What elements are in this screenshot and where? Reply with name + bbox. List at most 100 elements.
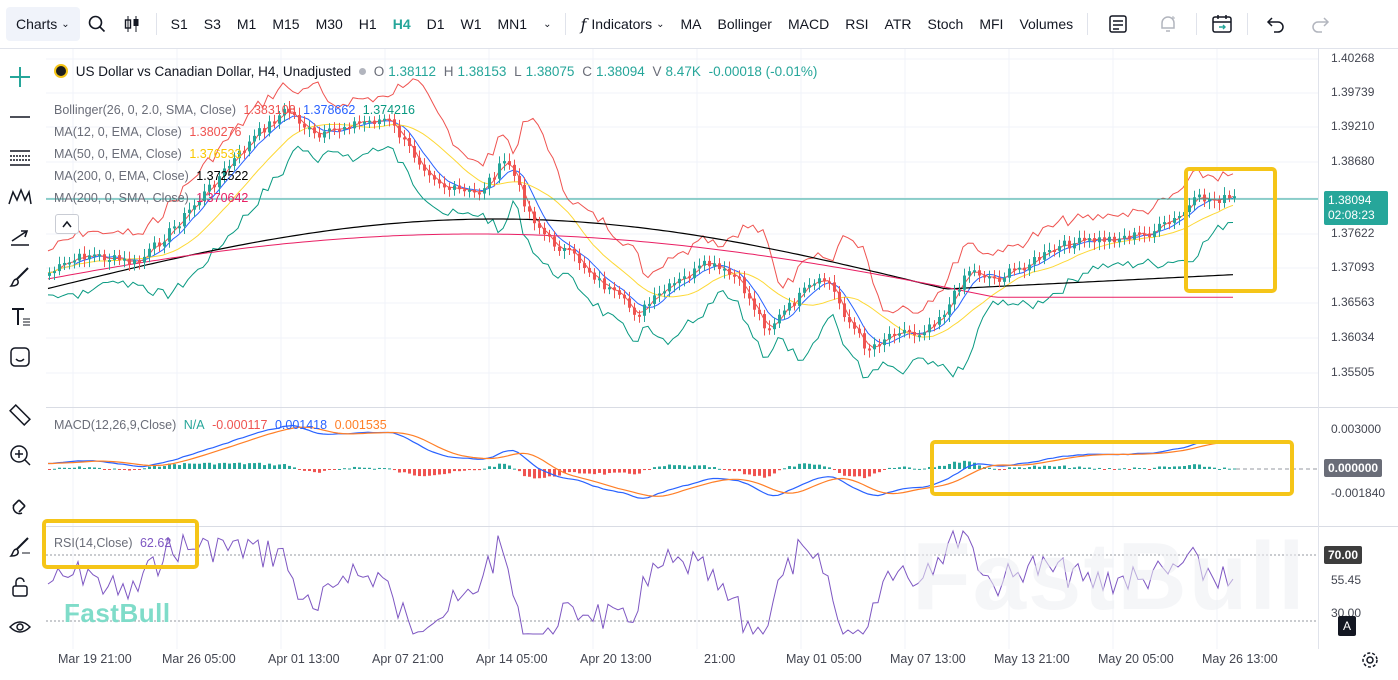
indicators-button[interactable]: f Indicators ⌄ [572,7,672,41]
lock-tool[interactable] [6,573,34,601]
text-tool[interactable] [6,303,34,331]
candle-body [1093,238,1096,243]
candle-body [858,328,861,334]
emoji-tool[interactable] [6,343,34,371]
pane-divider[interactable] [46,407,1398,408]
replay-button[interactable] [1203,7,1241,41]
rsi-name: RSI(14,Close) [54,536,133,550]
timeframe-h4[interactable]: H4 [392,16,411,32]
candle-body [453,185,456,190]
indicator-stoch[interactable]: Stoch [927,16,964,32]
indicator-bollinger[interactable]: Bollinger [717,16,772,32]
timeframe-s3[interactable]: S3 [203,16,221,32]
ma200s-legend[interactable]: MA(200, 0, SMA, Close) 1.370642 [54,191,252,205]
candle-body [543,227,546,235]
indicator-ma[interactable]: MA [680,16,702,32]
crosshair-tool[interactable] [6,63,34,91]
ma12-legend[interactable]: MA(12, 0, EMA, Close) 1.380276 [54,125,245,139]
macd-histogram-bar [1078,466,1081,469]
candle-body [218,176,221,188]
indicator-rsi[interactable]: RSI [845,16,869,32]
chart-canvas[interactable] [46,49,1318,649]
ma200e-legend[interactable]: MA(200, 0, EMA, Close) 1.372522 [54,169,252,183]
candle-body [983,275,986,278]
timeframe-mn1[interactable]: MN1 [497,16,528,32]
candle-body [828,281,831,284]
macd-histogram-bar [743,469,746,475]
settings-button[interactable] [1361,651,1379,674]
candle-body [458,185,461,190]
macd-histogram-bar [648,469,651,470]
candle-body [648,303,651,306]
undo-button[interactable] [1258,7,1294,41]
pane-divider[interactable] [46,526,1398,527]
macd-histogram-bar [733,469,736,472]
indicator-volumes[interactable]: Volumes [1019,16,1074,32]
brush-tool[interactable] [6,263,34,291]
ma50-legend[interactable]: MA(50, 0, EMA, Close) 1.376533 [54,147,245,161]
timeframe-m30[interactable]: M30 [315,16,343,32]
timeframe-m15[interactable]: M15 [272,16,300,32]
bollinger-legend[interactable]: Bollinger(26, 0, 2.0, SMA, Close) 1.3831… [54,103,419,117]
macd-histogram-bar [108,469,111,470]
alert-button[interactable] [1150,7,1186,41]
candle-body [588,267,591,273]
macd-histogram-bar [843,469,846,476]
hide-drawings-tool[interactable] [6,533,34,561]
candle-body [1098,237,1101,243]
collapse-legend-button[interactable] [55,214,79,234]
fib-tool[interactable] [6,143,34,171]
candle-body [753,298,756,310]
candle-body [568,247,571,250]
chart-type-button[interactable] [114,7,150,41]
chart-area[interactable] [46,49,1318,649]
candle-body [398,125,401,138]
ruler-tool[interactable] [6,401,34,429]
timeframe-h1[interactable]: H1 [358,16,377,32]
highlight-box-macd [930,440,1294,496]
indicator-mfi[interactable]: MFI [979,16,1004,32]
search-button[interactable] [80,7,114,41]
top-toolbar: Charts ⌄ S1 S3 M1 M15 M30 H1 H4 D1 W1 MN1 ⌄ f Ind… [0,0,1398,49]
candles-icon [124,16,139,32]
candle-body [148,248,151,257]
templates-button[interactable] [1100,7,1136,41]
time-axis-label: May 13 21:00 [994,652,1070,666]
magnet-tool[interactable] [6,493,34,521]
candle-body [908,329,911,332]
price-axis-label: 1.37622 [1331,226,1375,240]
macd-histogram-bar [728,469,731,471]
macd-histogram-bar [143,468,146,470]
time-axis-label: May 20 05:00 [1098,652,1174,666]
macd-legend[interactable]: MACD(12,26,9,Close) N/A -0.000117 0.0014… [54,418,391,432]
charts-menu-button[interactable]: Charts ⌄ [6,7,80,41]
macd-histogram-bar [713,467,716,469]
macd-histogram-bar [268,463,271,469]
ma200s-value: 1.370642 [196,191,249,205]
timeframe-d1[interactable]: D1 [426,16,445,32]
indicator-atr[interactable]: ATR [884,16,912,32]
macd-histogram-bar [1188,465,1191,469]
auto-scale-button[interactable]: A [1338,616,1356,636]
indicator-macd[interactable]: MACD [787,16,830,32]
pattern-tool[interactable] [6,183,34,211]
macd-histogram-bar [53,468,56,470]
timeframe-w1[interactable]: W1 [460,16,482,32]
zoom-tool[interactable] [6,441,34,469]
macd-histogram-bar [863,469,866,479]
timeframe-s1[interactable]: S1 [170,16,188,32]
visibility-tool[interactable] [6,613,34,641]
price-axis[interactable]: 1.40268 1.39739 1.39210 1.38680 1.37622 1.370… [1318,49,1398,649]
candle-body [528,206,531,212]
time-axis[interactable]: Mar 19 21:00 Mar 26 05:00 Apr 01 13:00 Apr … [46,649,1318,673]
redo-button[interactable] [1302,7,1338,41]
macd-histogram-bar [168,463,171,469]
horizontal-line-tool[interactable] [6,103,34,131]
rsi-legend[interactable]: RSI(14,Close) 62.62 [54,536,175,550]
macd-histogram-bar [1128,469,1131,470]
projection-tool[interactable] [6,223,34,251]
timeframe-m1[interactable]: M1 [236,16,257,32]
candle-body [703,260,706,266]
candle-body [988,276,991,279]
more-timeframes-button[interactable]: ⌄ [535,7,559,41]
